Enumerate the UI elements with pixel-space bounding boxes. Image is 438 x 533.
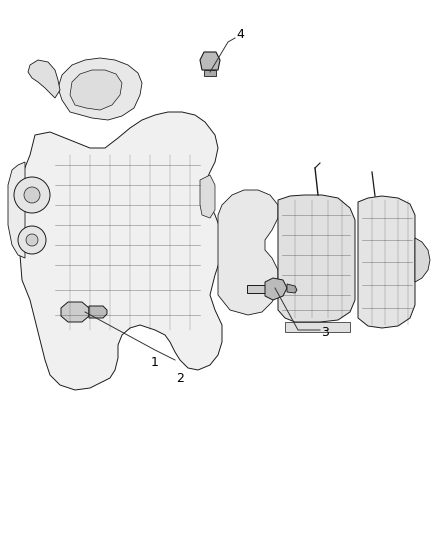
Text: 4: 4 [236, 28, 244, 42]
Polygon shape [89, 306, 107, 318]
Polygon shape [247, 285, 265, 293]
Polygon shape [218, 190, 278, 315]
Polygon shape [20, 112, 222, 390]
Polygon shape [415, 238, 430, 282]
Circle shape [18, 226, 46, 254]
Circle shape [14, 177, 50, 213]
Polygon shape [358, 196, 415, 328]
Polygon shape [61, 302, 89, 322]
Polygon shape [287, 284, 297, 293]
Polygon shape [200, 52, 220, 70]
Text: 1: 1 [151, 357, 159, 369]
Polygon shape [70, 70, 122, 110]
Text: 3: 3 [321, 326, 329, 338]
Circle shape [26, 234, 38, 246]
Polygon shape [265, 278, 287, 300]
Polygon shape [204, 70, 216, 76]
Polygon shape [58, 58, 142, 120]
Polygon shape [278, 195, 355, 322]
Text: 2: 2 [176, 372, 184, 384]
Polygon shape [8, 162, 25, 258]
Polygon shape [285, 322, 350, 332]
Polygon shape [28, 60, 60, 98]
Polygon shape [200, 175, 215, 218]
Circle shape [24, 187, 40, 203]
